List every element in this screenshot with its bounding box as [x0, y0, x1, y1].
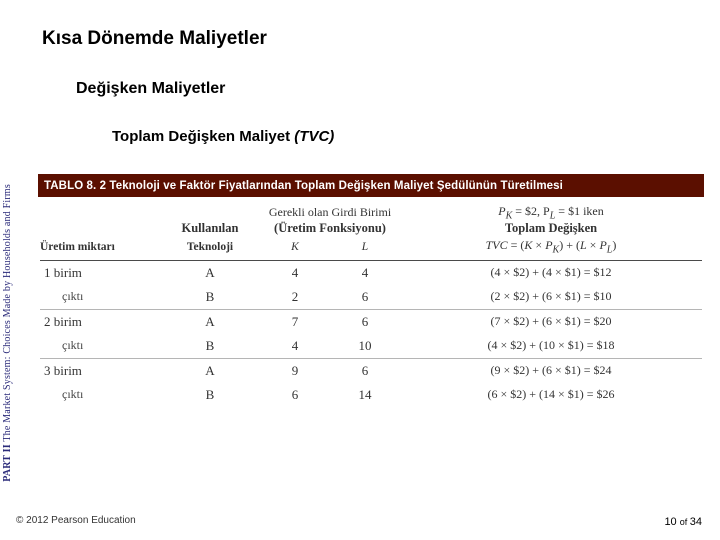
table-row: 2 birim A 7 6 (7 × $2) + (6 × $1) = $20 — [40, 309, 702, 334]
heading-1: Kısa Dönemde Maliyetler — [42, 28, 267, 50]
table-caption: TABLO 8. 2 Teknoloji ve Faktör Fiyatları… — [44, 180, 563, 192]
hdr-tvc-formula: TVC = (K × PK) + (L × PL) — [400, 238, 702, 260]
heading-3: Toplam Değişken Maliyet (TVC) — [112, 128, 334, 145]
side-label: PART II The Market System: Choices Made … — [2, 184, 13, 482]
hdr-tech2: Teknoloji — [160, 238, 260, 260]
table-row: çıktı B 4 10 (4 × $2) + (10 × $1) = $18 — [40, 334, 702, 359]
heading-2: Değişken Maliyetler — [76, 80, 225, 98]
hdr-K: K — [260, 238, 330, 260]
table-row: çıktı B 2 6 (2 × $2) + (6 × $1) = $10 — [40, 285, 702, 310]
data-table: Gerekli olan Girdi Birimi PK = $2, PL = … — [40, 200, 702, 407]
hdr-prodfn: (Üretim Fonksiyonu) — [260, 221, 400, 238]
side-rest: The Market System: Choices Made by House… — [2, 184, 13, 444]
side-part: PART II — [2, 444, 13, 482]
h3-text: Toplam Değişken Maliyet — [112, 128, 294, 145]
table-row: 1 birim A 4 4 (4 × $2) + (4 × $1) = $12 — [40, 260, 702, 285]
footer-page: 10 of 34 — [664, 516, 702, 528]
footer-copyright: © 2012 Pearson Education — [16, 515, 136, 526]
hdr-tvc: Toplam Değişken — [400, 221, 702, 238]
hdr-L: L — [330, 238, 400, 260]
table-row: çıktı B 6 14 (6 × $2) + (14 × $1) = $26 — [40, 383, 702, 407]
hdr-tech: Kullanılan — [160, 221, 260, 238]
hdr-inputs: Gerekli olan Girdi Birimi — [260, 200, 400, 221]
data-table-wrap: Gerekli olan Girdi Birimi PK = $2, PL = … — [40, 200, 702, 407]
hdr-prices: PK = $2, PL = $1 iken — [400, 200, 702, 221]
table-caption-band: TABLO 8. 2 Teknoloji ve Faktör Fiyatları… — [38, 174, 704, 197]
hdr-output: Üretim miktarı — [40, 238, 160, 260]
h3-italic: (TVC) — [294, 128, 334, 145]
table-row: 3 birim A 9 6 (9 × $2) + (6 × $1) = $24 — [40, 358, 702, 383]
